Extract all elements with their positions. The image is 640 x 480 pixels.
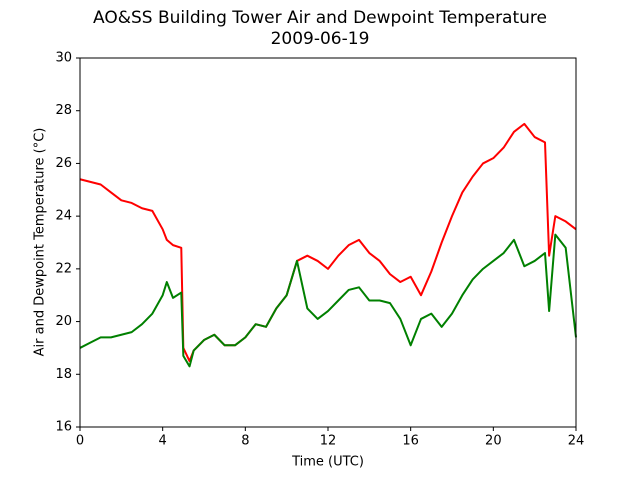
y-tick-label: 30 (55, 51, 72, 66)
data-line (79, 122, 577, 363)
y-tick-label: 20 (55, 314, 72, 329)
y-tick-label: 18 (55, 367, 72, 382)
x-tick-label: 20 (485, 434, 502, 449)
x-tick-label: 12 (320, 434, 337, 449)
x-tick-label: 16 (402, 434, 419, 449)
x-tick-label: 24 (568, 434, 585, 449)
y-tick-label: 24 (55, 209, 72, 224)
plot-frame (79, 57, 577, 428)
chart-title: AO&SS Building Tower Air and Dewpoint Te… (93, 8, 547, 28)
x-tick-label: 8 (241, 434, 249, 449)
y-tick-label: 16 (55, 420, 72, 435)
x-axis-label: Time (UTC) (291, 455, 364, 470)
y-tick-label: 22 (55, 261, 72, 276)
y-tick-label: 26 (55, 156, 72, 171)
data-line (79, 233, 577, 368)
y-axis-label: Air and Dewpoint Temperature (°C) (33, 128, 48, 357)
x-tick-label: 0 (76, 434, 84, 449)
x-tick-label: 4 (159, 434, 167, 449)
y-tick-label: 28 (55, 103, 72, 118)
chart-subtitle: 2009-06-19 (271, 29, 370, 49)
